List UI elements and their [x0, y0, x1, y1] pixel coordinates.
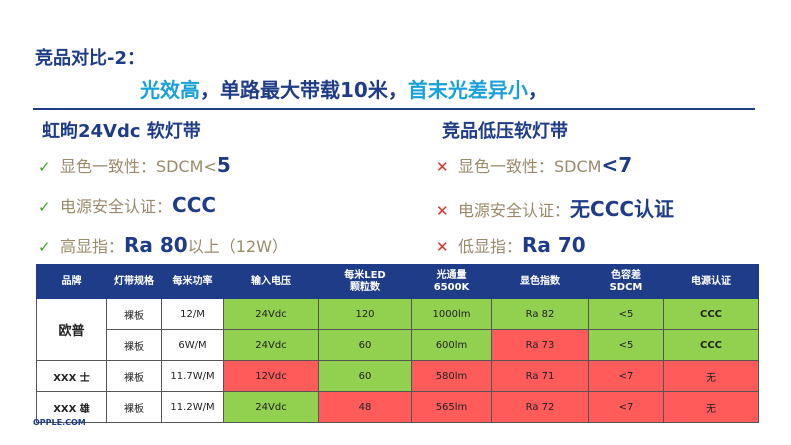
left-column-heading: 虹昫24Vdc 软灯带 — [42, 121, 201, 142]
col-header-sdcm: 色容差 SDCM — [588, 264, 664, 299]
cell-cri: Ra 82 — [491, 298, 589, 330]
check-icon: ✓ — [38, 238, 51, 256]
cell-power: 6W/M — [161, 329, 224, 361]
col-header-cri: 显色指数 — [491, 264, 589, 299]
subtitle-highlight-1: 光效高 — [140, 78, 200, 102]
col-header-cert: 电源认证 — [663, 264, 759, 299]
cell-sdcm: <7 — [588, 391, 664, 423]
feature-label: 显色一致性：SDCM< — [60, 157, 217, 176]
cross-icon: ✕ — [436, 158, 449, 176]
divider-line — [33, 108, 755, 110]
cell-voltage: 12Vdc — [223, 360, 319, 392]
subtitle-highlight-2: 首末光差异小 — [407, 78, 528, 102]
comparison-table: 品牌 灯带规格 每米功率 输入电压 每米LED 颗粒数 光通量 6500K 显色… — [36, 264, 759, 423]
left-feature-high-cri: ✓ 高显指：Ra 80以上（12W） — [38, 233, 288, 257]
feature-value: CCC — [172, 193, 217, 217]
feature-value: Ra 80 — [124, 233, 188, 257]
cell-cert: 无 — [663, 391, 759, 423]
table-row: XXX 士 裸板 11.7W/M 12Vdc 60 580lm Ra 71 <7… — [36, 360, 759, 392]
cell-voltage: 24Vdc — [223, 329, 319, 361]
subtitle-text-1: ，单路最大带载10米， — [200, 78, 408, 102]
cell-voltage: 24Vdc — [223, 391, 319, 423]
cell-led-count: 60 — [318, 360, 412, 392]
right-feature-cri-consistency: ✕ 显色一致性：SDCM<7 — [436, 153, 632, 177]
col-header-spec: 灯带规格 — [106, 264, 162, 299]
feature-value: 无CCC认证 — [570, 197, 675, 221]
cell-spec: 裸板 — [106, 298, 162, 330]
feature-value: Ra 70 — [522, 233, 586, 257]
table-row: XXX 雄 裸板 11.2W/M 24Vdc 48 565lm Ra 72 <7… — [36, 391, 759, 423]
cell-led-count: 60 — [318, 329, 412, 361]
left-feature-power-cert: ✓ 电源安全认证：CCC — [38, 193, 216, 217]
table-row: 欧普 裸板 12/M 24Vdc 120 1000lm Ra 82 <5 CCC — [36, 298, 759, 361]
cell-lumen: 565lm — [411, 391, 492, 423]
cell-cert: CCC — [663, 329, 759, 361]
cell-cri: Ra 71 — [491, 360, 589, 392]
table-header-row: 品牌 灯带规格 每米功率 输入电压 每米LED 颗粒数 光通量 6500K 显色… — [36, 264, 759, 299]
footer-url: OPPLE.COM — [33, 418, 86, 427]
cell-led-count: 48 — [318, 391, 412, 423]
page-subtitle: 光效高，单路最大带载10米，首末光差异小， — [140, 74, 548, 103]
feature-label: 低显指： — [458, 237, 523, 256]
cell-led-count: 120 — [318, 298, 412, 330]
cell-brand: XXX 士 — [36, 360, 107, 392]
cell-power: 12/M — [161, 298, 224, 330]
cell-power: 11.7W/M — [161, 360, 224, 392]
cell-spec: 裸板 — [106, 329, 162, 361]
feature-label: 显色一致性：SDCM — [458, 157, 602, 176]
cell-lumen: 1000lm — [411, 298, 492, 330]
cell-sdcm: <7 — [588, 360, 664, 392]
right-column-heading: 竞品低压软灯带 — [442, 121, 568, 142]
cell-lumen: 600lm — [411, 329, 492, 361]
feature-label: 电源安全认证： — [458, 201, 571, 220]
cell-brand: XXX 雄 — [36, 391, 107, 423]
cell-voltage: 24Vdc — [223, 298, 319, 330]
cross-icon: ✕ — [436, 202, 449, 220]
feature-label: 电源安全认证： — [60, 197, 173, 216]
feature-suffix: 以上（12W） — [187, 237, 288, 256]
cross-icon: ✕ — [436, 238, 449, 256]
col-header-brand: 品牌 — [36, 264, 107, 299]
cell-cri: Ra 72 — [491, 391, 589, 423]
cell-cert: CCC — [663, 298, 759, 330]
cell-spec: 裸板 — [106, 360, 162, 392]
table-row: 裸板 6W/M 24Vdc 60 600lm Ra 73 <5 CCC — [37, 329, 759, 361]
cell-lumen: 580lm — [411, 360, 492, 392]
cell-cert: 无 — [663, 360, 759, 392]
cell-power: 11.2W/M — [161, 391, 224, 423]
check-icon: ✓ — [38, 158, 51, 176]
cell-sdcm: <5 — [588, 298, 664, 330]
feature-label: 高显指： — [60, 237, 125, 256]
col-header-power: 每米功率 — [161, 264, 224, 299]
subtitle-text-2: ， — [527, 78, 548, 102]
cell-spec: 裸板 — [106, 391, 162, 423]
left-feature-cri-consistency: ✓ 显色一致性：SDCM<5 — [38, 153, 231, 177]
col-header-voltage: 输入电压 — [223, 264, 319, 299]
cell-cri: Ra 73 — [491, 329, 589, 361]
feature-value: 5 — [216, 153, 231, 177]
check-icon: ✓ — [38, 198, 51, 216]
right-feature-power-cert: ✕ 电源安全认证：无CCC认证 — [436, 193, 674, 222]
cell-brand: 欧普 — [36, 298, 107, 361]
page-title: 竞品对比-2： — [35, 48, 145, 69]
col-header-lumen: 光通量 6500K — [411, 264, 492, 299]
feature-value: <7 — [601, 153, 633, 177]
cell-sdcm: <5 — [588, 329, 664, 361]
right-feature-low-cri: ✕ 低显指：Ra 70 — [436, 233, 586, 257]
col-header-led-count: 每米LED 颗粒数 — [318, 264, 412, 299]
